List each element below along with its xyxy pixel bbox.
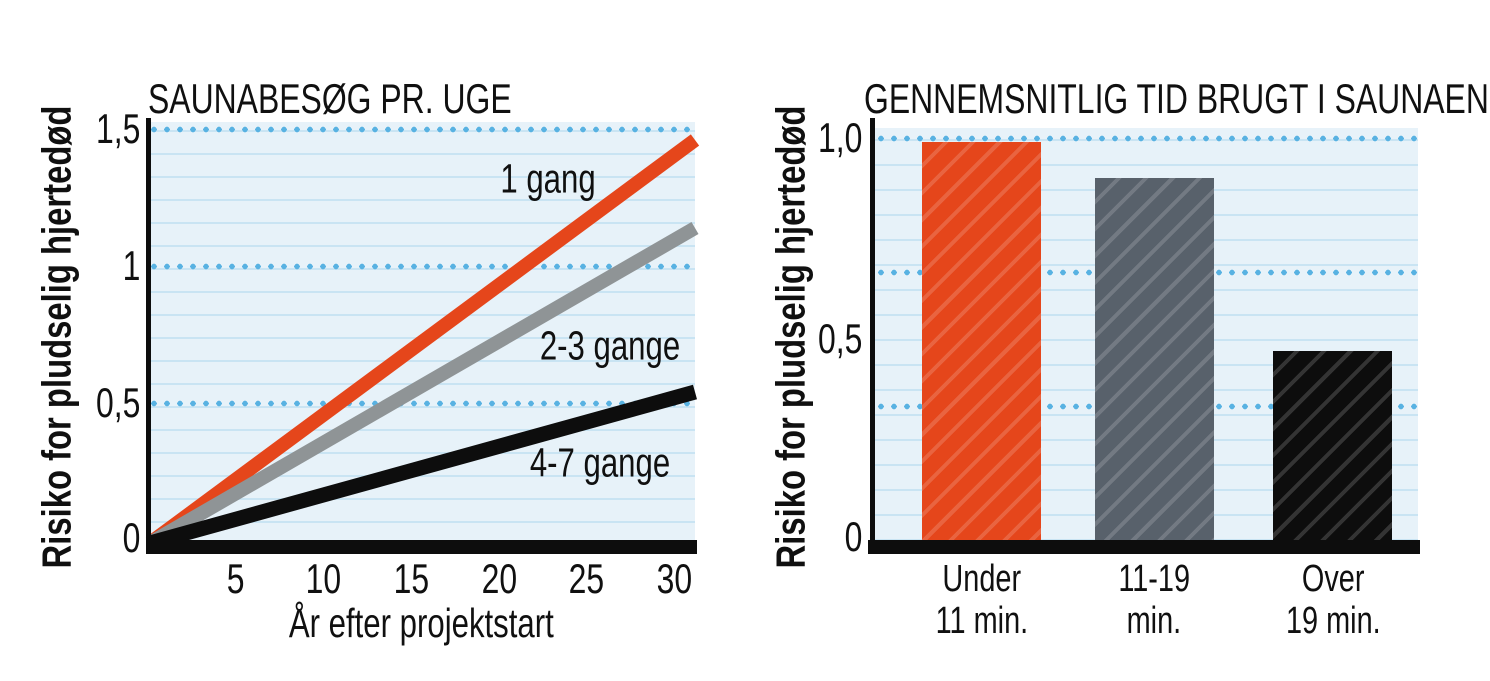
left-x-tick-25: 25 <box>568 555 604 602</box>
left-x-axis-title: År efter projektstart <box>288 600 554 646</box>
bar-label-over-19-min: Over 19 min. <box>1285 558 1381 642</box>
right-plot-area <box>875 128 1418 540</box>
right-gridline-1-0 <box>875 135 1418 142</box>
left-x-tick-15: 15 <box>393 555 429 602</box>
bar-over-19-min <box>1273 351 1392 540</box>
right-y-tick-1-0: 1,0 <box>817 114 862 161</box>
left-plot-area: 1 gang 2-3 gange 4-7 gange <box>145 122 700 551</box>
bar-11-19-min <box>1095 178 1214 540</box>
line-2-3-gange <box>146 221 699 550</box>
left-y-axis-line <box>146 118 151 554</box>
line-label-1-gang: 1 gang <box>500 155 596 202</box>
bar-label-11-19-min: 11-19 min. <box>1118 558 1190 642</box>
right-x-axis-line <box>868 540 1420 554</box>
left-x-tick-5: 5 <box>227 555 245 602</box>
left-y-tick-1-5: 1,5 <box>95 105 140 152</box>
left-y-axis-title: Risiko for pludselig hjertedød <box>33 105 80 569</box>
line-label-2-3-gange: 2-3 gange <box>539 322 681 369</box>
right-y-tick-0: 0 <box>844 513 862 560</box>
right-y-axis-line <box>870 118 875 554</box>
line-4-7-gange <box>147 384 698 551</box>
left-x-tick-10: 10 <box>305 555 341 602</box>
left-y-tick-1: 1 <box>122 242 140 289</box>
trend-lines <box>145 134 700 551</box>
left-gridline-0-5 <box>148 400 695 407</box>
bar-under-11-min <box>922 142 1041 540</box>
right-y-tick-0-5: 0,5 <box>817 315 862 362</box>
line-label-4-7-gange: 4-7 gange <box>529 439 671 486</box>
left-x-tick-20: 20 <box>481 555 517 602</box>
line-1-gang <box>145 134 700 549</box>
left-x-tick-30: 30 <box>656 555 692 602</box>
left-x-axis-line <box>146 540 697 554</box>
right-chart-title: GENNEMSNITLIG TID BRUGT I SAUNAEN <box>864 74 1489 122</box>
left-y-tick-0: 0 <box>122 514 140 561</box>
left-gridline-1-0 <box>148 263 695 270</box>
left-gridline-1-5 <box>148 126 695 133</box>
left-chart-title: SAUNABESØG PR. UGE <box>148 74 512 122</box>
bar-label-under-11-min: Under 11 min. <box>935 558 1029 642</box>
left-y-tick-0-5: 0,5 <box>95 379 140 426</box>
